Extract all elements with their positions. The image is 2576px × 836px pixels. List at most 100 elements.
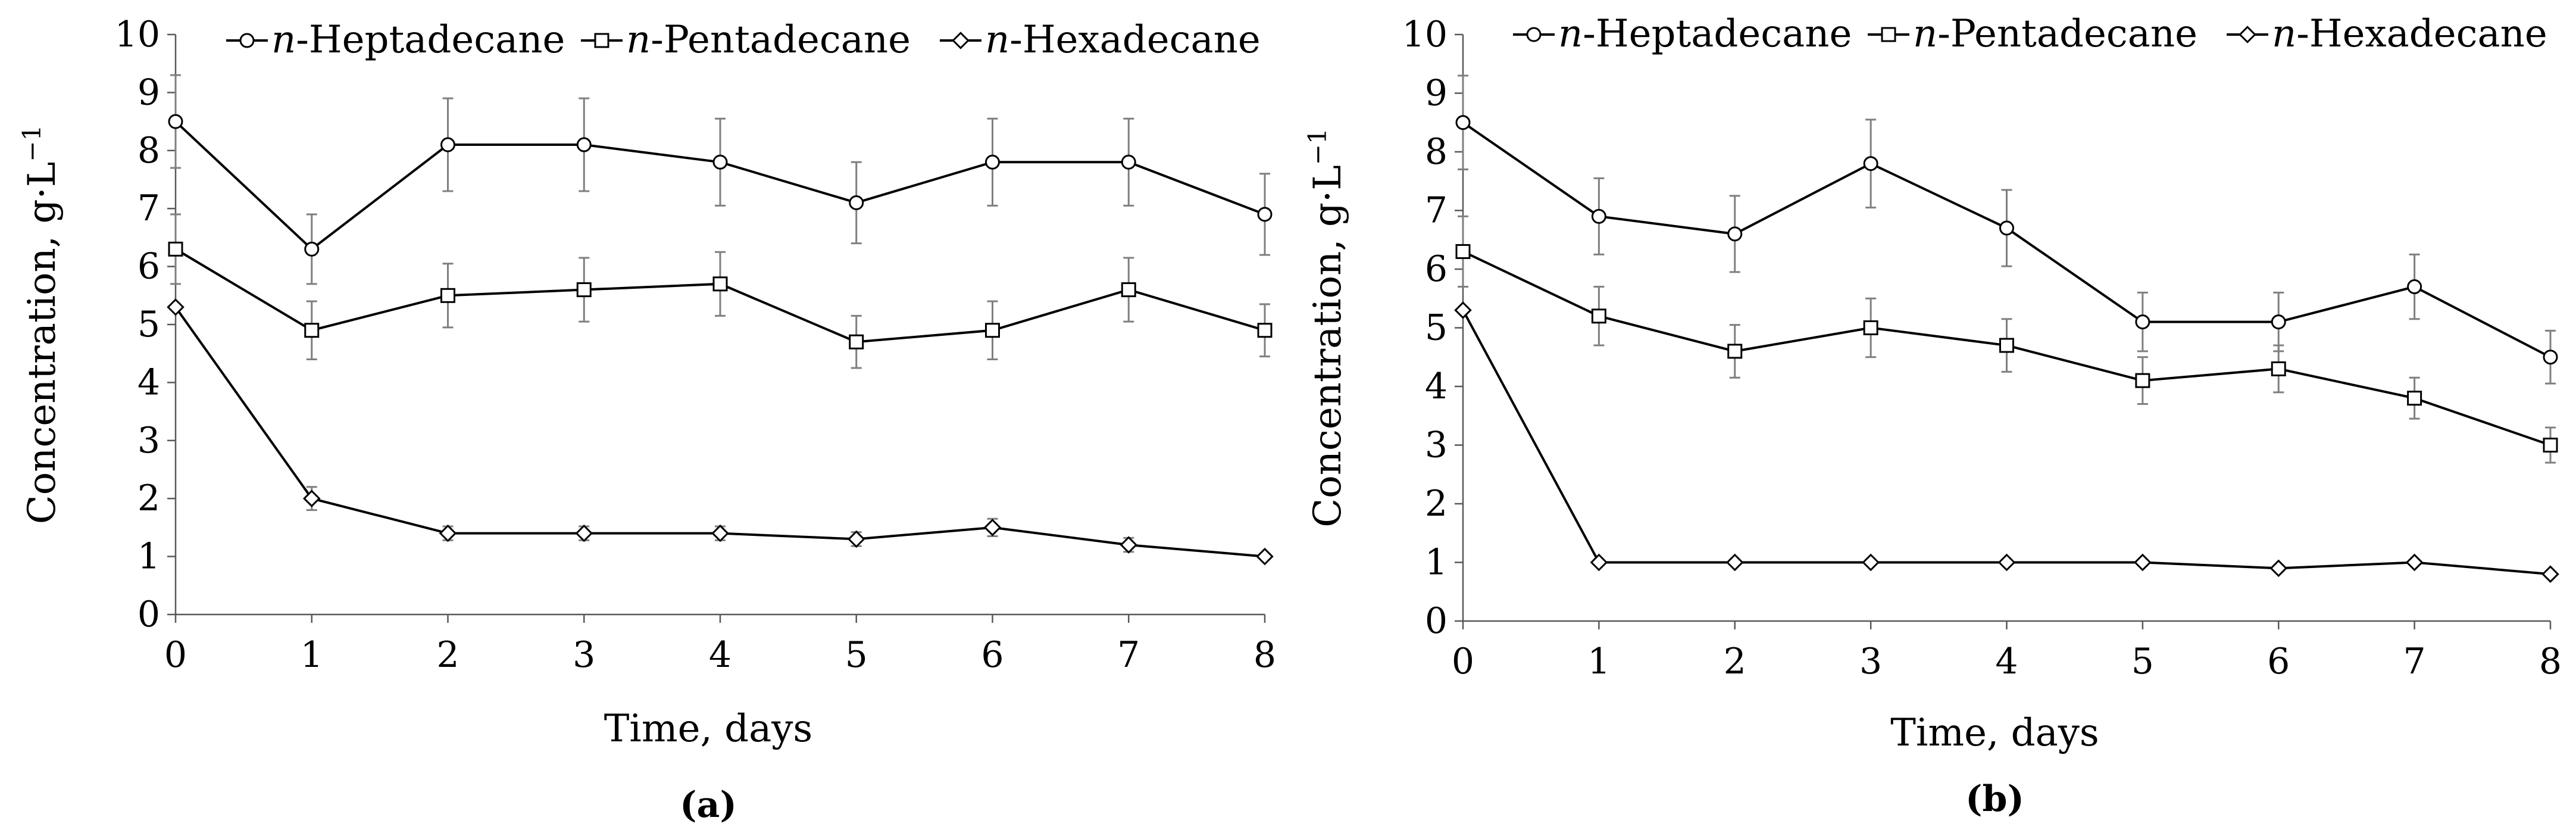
panel-a-series-diamond-point <box>983 519 1002 536</box>
panel-b-series-circle-point <box>1999 220 2014 236</box>
panel-b-x-tick-label: 6 <box>2267 641 2290 682</box>
panel-b-series-square-point <box>1863 320 1878 335</box>
panel-b-series-circle-point <box>1591 208 1606 224</box>
panel-a-legend-label: n-Pentadecane <box>626 18 911 62</box>
panel-b-series-circle <box>1455 74 2558 385</box>
panel-b-x-tick-label: 5 <box>2131 641 2154 682</box>
panel-a-y-tick-label: 6 <box>137 246 160 288</box>
panel-b-series-diamond-point <box>1454 301 1472 319</box>
panel-b-y-tick-label: 9 <box>1425 73 1448 114</box>
panel-a-series-square-point <box>440 288 455 303</box>
panel-b-legend-marker <box>2239 26 2256 43</box>
panel-a-y-tick-label: 1 <box>137 536 160 578</box>
panel-b-legend-marker <box>1881 27 1896 42</box>
panel-b-x-axis-title: Time, days <box>1890 711 2099 755</box>
panel-b-x-tick-label: 0 <box>1452 641 1474 682</box>
panel-b-y-axis-title: Concentration, g·L−1 <box>1303 128 1350 527</box>
panel-b-y-tick-label: 0 <box>1425 600 1448 642</box>
panel-a-x-tick-label: 0 <box>164 634 187 676</box>
panel-a-series-circle-point <box>712 154 728 170</box>
panel-b-x-tick-label: 3 <box>1859 641 1882 682</box>
panel-b-legend-marker <box>1526 27 1542 42</box>
panel-a-y-axis-title: Concentration, g·L−1 <box>17 125 64 524</box>
panel-b-series-circle-point <box>2271 314 2286 330</box>
panel-b-series-square <box>1455 215 2558 464</box>
panel-b-series-diamond <box>1454 301 2559 583</box>
panel-b-label: (b) <box>1965 778 2024 820</box>
panel-b-y-tick-label: 8 <box>1425 131 1448 173</box>
panel-b-y-tick-label: 2 <box>1425 483 1448 525</box>
panel-b-series-diamond-point <box>1997 553 2016 572</box>
panel-a-legend-marker <box>952 32 970 49</box>
panel-b-series-circle-point <box>2543 350 2558 365</box>
panel-a-y-tick-label: 5 <box>137 304 160 345</box>
panel-a-y-tick-label: 8 <box>137 130 160 171</box>
panel-a-series-diamond-point <box>1120 536 1138 554</box>
panel-b-series-diamond-point <box>2269 559 2288 578</box>
panel-a-series-square-point <box>1257 323 1273 338</box>
panel-b-chart: 0 1 2 3 4 5 6 7 8 9 10 0 1 2 3 4 5 6 7 8 Time, days Concentra… <box>1303 12 2562 820</box>
panel-b-series-circle-point <box>1455 115 1471 130</box>
panel-b-y-tick-label: 3 <box>1425 425 1448 466</box>
panel-a-series-diamond-line <box>174 306 1265 558</box>
panel-b-series-square-point <box>1727 344 1743 359</box>
panel-a-chart: 0 1 2 3 4 5 6 7 8 9 10 0 1 2 3 4 5 6 7 8 Time, days Concentra… <box>17 14 1276 826</box>
panel-b-legend: n-Heptadecane n-Pentadecane n-Hexadecane <box>1513 12 2547 56</box>
panel-a-series-square-point <box>985 323 1000 338</box>
panel-a-y-tick-label: 4 <box>137 361 160 403</box>
panel-a-x-tick-label: 3 <box>573 634 595 676</box>
panel-a-series-diamond-point <box>1256 547 1274 566</box>
panel-a-series-diamond-point <box>575 524 593 542</box>
panel-a-legend: n-Heptadecane n-Pentadecane n-Hexadecane <box>226 18 1261 62</box>
panel-a-x-tick-label: 5 <box>845 634 868 676</box>
panel-a-series-square-point <box>712 276 728 292</box>
panel-b-series-diamond-point <box>2405 553 2424 572</box>
panel-a-series-square-point <box>849 334 864 350</box>
panel-a-y-tick-label: 0 <box>137 594 160 635</box>
panel-a-y-tick-label: 9 <box>137 71 160 113</box>
panel-a-series-circle-point <box>849 195 864 210</box>
panel-a-series-circle-point <box>1121 154 1136 170</box>
panel-a-series-diamond-point <box>302 489 321 507</box>
panel-a-y-tick-label: 2 <box>137 478 160 519</box>
panel-b-series-circle-point <box>1863 156 1878 171</box>
panel-a-series-diamond-point <box>167 298 185 316</box>
panel-a-series-circle-point <box>168 114 183 129</box>
panel-a-legend-marker <box>239 33 255 48</box>
panel-b-x-tick-label: 1 <box>1587 641 1610 682</box>
panel-a-series-square-point <box>1121 282 1136 298</box>
panel-a-series-square-point <box>576 282 592 298</box>
panel-a-x-tick-label: 1 <box>301 634 323 676</box>
panel-a-series-circle-point <box>576 137 592 152</box>
panel-b-series-square-point <box>2543 438 2558 453</box>
panel-b-x-tick-label: 8 <box>2539 641 2562 682</box>
panel-b-legend-label: n-Pentadecane <box>1913 12 2197 56</box>
panel-a-legend-marker <box>594 33 609 48</box>
panel-a-series-circle-point <box>304 241 320 257</box>
panel-a-y-tick-label: 3 <box>137 420 160 461</box>
panel-a-x-tick-label: 6 <box>981 634 1003 676</box>
panel-b-y-tick-label: 6 <box>1425 248 1448 290</box>
panel-a-series-square-point <box>304 323 320 338</box>
panel-a-series-square <box>168 213 1273 369</box>
panel-b-series-square-point <box>1591 308 1606 324</box>
panel-a-series-diamond-point <box>439 524 457 542</box>
panel-b-legend-label: n-Heptadecane <box>1558 12 1852 56</box>
panel-b-y-tick-label: 4 <box>1425 366 1448 407</box>
panel-a-series-circle-point <box>985 154 1000 170</box>
panel-a-x-tick-label: 8 <box>1253 634 1276 676</box>
panel-b-series-circle-point <box>1727 226 1743 242</box>
panel-a-series-square-point <box>168 241 183 257</box>
panel-b-y-tick-label: 10 <box>1402 14 1448 55</box>
panel-b-legend-label: n-Hexadecane <box>2272 12 2547 56</box>
panel-b-series-diamond-point <box>2541 565 2559 583</box>
panel-a-legend-label: n-Hexadecane <box>985 18 1261 62</box>
panel-b-series-circle-point <box>2135 314 2150 330</box>
panel-b-series-circle-point <box>2407 279 2422 295</box>
panel-b-y-tick-label: 5 <box>1425 307 1448 349</box>
panel-a-x-tick-label: 2 <box>436 634 459 676</box>
panel-b-series-diamond-point <box>1725 553 1744 572</box>
panel-b-series-diamond-point <box>1862 553 1880 572</box>
panel-a-series-circle <box>168 74 1273 285</box>
